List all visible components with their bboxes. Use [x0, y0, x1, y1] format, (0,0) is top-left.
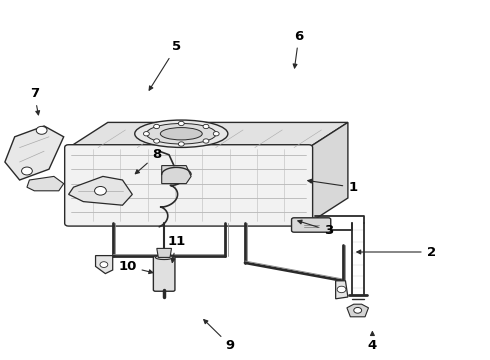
Polygon shape: [69, 148, 309, 223]
Circle shape: [36, 126, 47, 134]
Ellipse shape: [160, 127, 202, 140]
Circle shape: [178, 121, 184, 126]
Circle shape: [178, 142, 184, 146]
Polygon shape: [162, 166, 191, 184]
Polygon shape: [5, 126, 64, 180]
Text: 5: 5: [149, 40, 181, 90]
Text: 1: 1: [308, 179, 357, 194]
FancyBboxPatch shape: [153, 256, 175, 291]
Text: 10: 10: [118, 260, 153, 274]
Ellipse shape: [147, 123, 216, 144]
Ellipse shape: [155, 255, 173, 260]
Polygon shape: [27, 176, 64, 191]
Polygon shape: [96, 256, 113, 274]
Circle shape: [203, 139, 209, 143]
Text: 9: 9: [204, 320, 235, 352]
Circle shape: [337, 286, 346, 293]
Text: 6: 6: [293, 30, 303, 68]
Polygon shape: [347, 304, 368, 317]
Circle shape: [203, 124, 209, 129]
FancyBboxPatch shape: [65, 145, 313, 226]
Circle shape: [354, 307, 362, 313]
Text: 8: 8: [135, 148, 161, 174]
Text: 11: 11: [167, 235, 186, 262]
Polygon shape: [309, 122, 348, 223]
Text: 4: 4: [368, 332, 377, 352]
Text: 3: 3: [298, 220, 333, 237]
Text: 7: 7: [30, 87, 40, 115]
Polygon shape: [336, 281, 348, 299]
Circle shape: [22, 167, 32, 175]
Circle shape: [100, 262, 108, 267]
Polygon shape: [69, 176, 132, 205]
Polygon shape: [69, 122, 348, 148]
FancyBboxPatch shape: [292, 218, 331, 232]
Text: 2: 2: [357, 246, 436, 258]
Circle shape: [95, 186, 106, 195]
Circle shape: [154, 139, 160, 143]
Circle shape: [144, 132, 149, 136]
Ellipse shape: [135, 120, 228, 148]
Polygon shape: [157, 248, 172, 257]
Circle shape: [213, 132, 219, 136]
Circle shape: [154, 124, 160, 129]
